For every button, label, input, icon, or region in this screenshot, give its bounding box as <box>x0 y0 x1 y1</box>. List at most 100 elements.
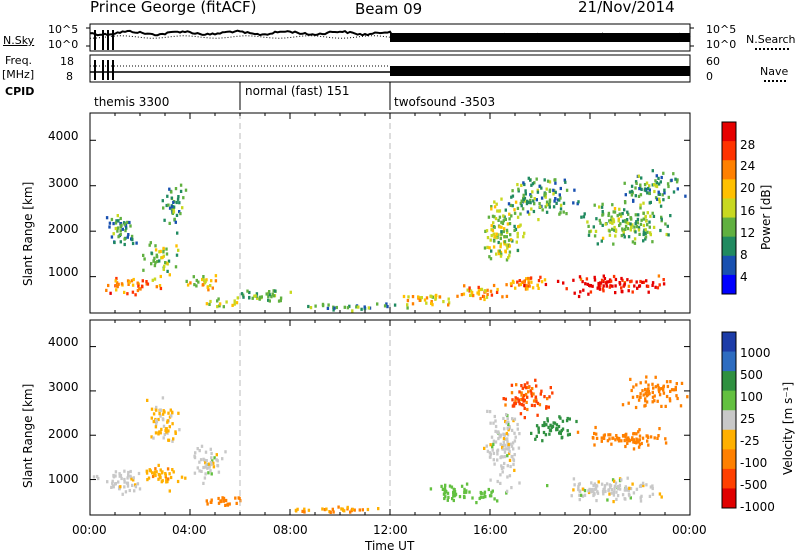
velocity-cell <box>168 472 171 476</box>
velocity-cell <box>486 409 489 413</box>
power-cell <box>522 235 525 239</box>
power-cell <box>634 180 638 184</box>
velocity-cell <box>325 507 328 511</box>
power-cell <box>495 232 498 236</box>
velocity-cell <box>676 396 679 401</box>
power-cell <box>491 228 495 233</box>
power-cell <box>351 309 354 313</box>
power-cell <box>610 215 613 219</box>
power-cell <box>130 279 134 283</box>
power-cell <box>162 206 165 210</box>
velocity-cell <box>631 482 634 486</box>
velocity-cell <box>97 476 100 481</box>
velocity-cell <box>658 393 662 397</box>
power-cell <box>657 190 660 194</box>
power-cell <box>494 217 498 221</box>
power-cell <box>613 225 616 230</box>
power-cell <box>168 221 171 225</box>
velocity-cell <box>487 487 490 492</box>
velocity-cell <box>552 421 555 425</box>
velocity-cell <box>665 380 669 384</box>
power-cell <box>629 228 632 232</box>
power-cell <box>524 287 528 291</box>
power-cell <box>519 201 522 206</box>
power-cell <box>597 281 600 286</box>
power-cell <box>486 245 489 249</box>
velocity-cell <box>463 487 466 491</box>
power-cell <box>497 240 500 245</box>
power-cell <box>119 229 122 233</box>
velocity-cell <box>512 459 516 463</box>
velocity-cell <box>635 437 638 441</box>
power-cell <box>496 287 499 292</box>
power-cell <box>643 183 647 187</box>
power-cell <box>612 242 615 246</box>
velocity-cell <box>123 480 126 484</box>
velocity-cell <box>159 468 162 472</box>
power-cell <box>662 282 666 286</box>
velocity-cell <box>506 437 509 441</box>
power-cell <box>307 304 310 309</box>
power-cell <box>484 229 487 233</box>
velocity-cell <box>353 508 356 512</box>
xtick-4: 16:00 <box>473 523 508 537</box>
power-cell <box>630 184 634 188</box>
velocity-cell <box>539 392 542 396</box>
velocity-cell <box>614 481 618 485</box>
power-cell <box>476 291 479 295</box>
velocity-cell <box>504 419 507 424</box>
velocity-cell <box>346 505 349 509</box>
velocity-cell <box>597 480 600 484</box>
velocity-cell <box>609 433 612 437</box>
power-cell <box>175 213 179 217</box>
velocity-cell <box>483 492 486 496</box>
power-cell <box>633 284 636 288</box>
power-cell <box>490 224 493 228</box>
velocity-cell <box>500 466 504 470</box>
power-cell <box>483 246 487 250</box>
power-cell <box>488 255 491 259</box>
power-cell <box>123 290 126 294</box>
velocity-cell <box>531 387 534 391</box>
power-cell <box>425 296 429 300</box>
velocity-cell <box>631 436 634 440</box>
power-cell <box>516 183 519 187</box>
velocity-cell <box>641 481 645 485</box>
velocity-cell <box>652 386 655 390</box>
power-cell <box>638 232 641 236</box>
velocity-cell <box>517 446 521 450</box>
power-cell <box>169 189 173 193</box>
power-cell <box>423 298 427 302</box>
power-cell <box>235 301 239 305</box>
velocity-cell <box>507 420 510 425</box>
power-cell <box>168 206 172 210</box>
velocity-cell <box>543 423 546 428</box>
velocity-cell <box>680 381 684 385</box>
power-cell <box>181 206 184 210</box>
power-cell <box>665 232 668 237</box>
power-cell <box>558 193 561 197</box>
velocity-cell <box>209 460 213 464</box>
power-cell <box>614 284 617 288</box>
power-cell <box>516 280 519 284</box>
velocity-cell <box>513 431 516 435</box>
power-cell <box>268 290 271 294</box>
velocity-cell <box>206 466 209 470</box>
power-cell <box>599 283 602 287</box>
power-cell <box>619 214 623 218</box>
velocity-cell <box>593 443 596 447</box>
velocity-cell <box>541 439 544 443</box>
velocity-cell <box>226 502 229 506</box>
power-cell <box>618 207 621 211</box>
velocity-cell <box>523 383 527 387</box>
velocity-cell <box>513 402 517 406</box>
velocity-cell <box>210 462 213 466</box>
velocity-cell <box>654 375 657 379</box>
power-cell <box>647 186 650 191</box>
velocity-cell <box>613 484 617 488</box>
power-cell <box>116 214 119 218</box>
power-cell <box>523 231 526 235</box>
velocity-cell <box>132 478 135 482</box>
power-cell <box>577 200 580 204</box>
velocity-cell <box>520 384 523 388</box>
